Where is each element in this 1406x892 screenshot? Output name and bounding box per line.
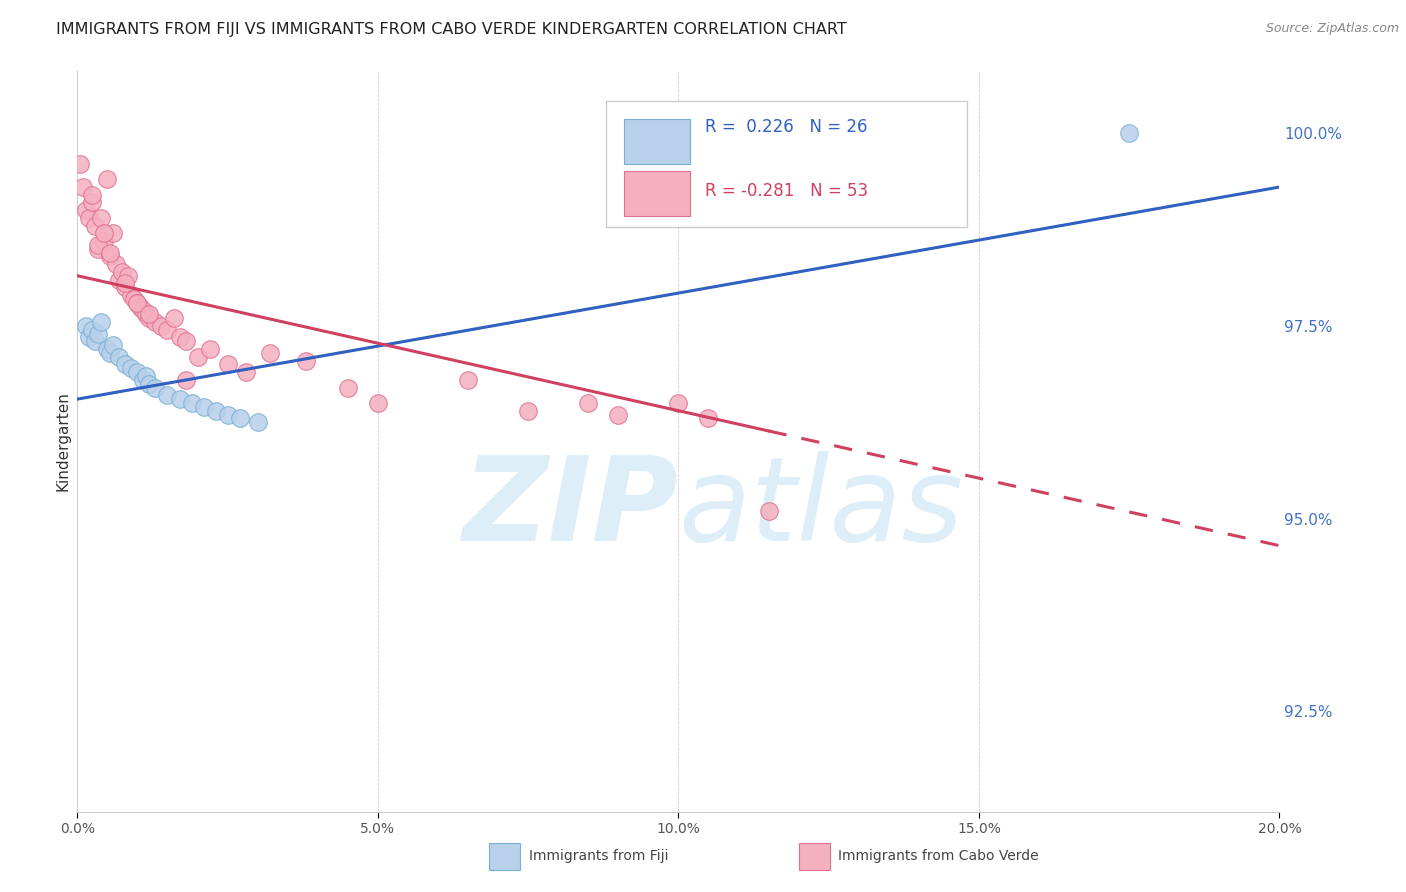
- Point: [217, 358, 239, 372]
- Point: [114, 358, 136, 372]
- Point: [668, 396, 690, 410]
- Point: [108, 272, 131, 286]
- Text: Source: ZipAtlas.com: Source: ZipAtlas.com: [1265, 22, 1399, 36]
- Text: IMMIGRANTS FROM FIJI VS IMMIGRANTS FROM CABO VERDE KINDERGARTEN CORRELATION CHAR: IMMIGRANTS FROM FIJI VS IMMIGRANTS FROM …: [56, 22, 846, 37]
- Point: [117, 268, 139, 283]
- Y-axis label: Kindergarten: Kindergarten: [55, 392, 70, 491]
- Point: [193, 400, 215, 414]
- Point: [127, 365, 149, 379]
- Point: [114, 280, 136, 294]
- Point: [138, 311, 160, 326]
- Point: [114, 277, 136, 291]
- Point: [138, 307, 160, 321]
- Text: atlas: atlas: [679, 451, 963, 566]
- Point: [187, 350, 209, 364]
- Point: [607, 408, 630, 422]
- Text: R =  0.226   N = 26: R = 0.226 N = 26: [704, 118, 868, 136]
- Bar: [624, 120, 690, 164]
- Point: [259, 346, 281, 360]
- Point: [72, 180, 94, 194]
- Point: [235, 365, 257, 379]
- Point: [111, 265, 134, 279]
- Point: [156, 388, 179, 402]
- Point: [79, 330, 101, 344]
- Point: [124, 292, 146, 306]
- Text: Immigrants from Fiji: Immigrants from Fiji: [529, 849, 668, 863]
- Point: [79, 211, 101, 225]
- Point: [145, 380, 167, 394]
- Point: [576, 396, 599, 410]
- Point: [82, 187, 104, 202]
- Point: [105, 257, 128, 271]
- Point: [135, 369, 157, 384]
- Point: [120, 361, 142, 376]
- Point: [336, 380, 359, 394]
- Point: [84, 219, 107, 233]
- Point: [87, 238, 110, 252]
- Text: Immigrants from Cabo Verde: Immigrants from Cabo Verde: [838, 849, 1039, 863]
- Point: [84, 334, 107, 349]
- Point: [132, 303, 155, 318]
- Point: [120, 288, 142, 302]
- Point: [82, 323, 104, 337]
- Point: [103, 227, 125, 241]
- Point: [758, 504, 780, 518]
- Point: [96, 172, 118, 186]
- Point: [87, 242, 110, 256]
- Bar: [624, 171, 690, 216]
- Point: [228, 411, 250, 425]
- Point: [103, 338, 125, 352]
- Point: [132, 373, 155, 387]
- Point: [108, 350, 131, 364]
- Point: [156, 323, 179, 337]
- Point: [129, 300, 152, 314]
- Point: [96, 342, 118, 356]
- Point: [162, 311, 184, 326]
- Text: R = -0.281   N = 53: R = -0.281 N = 53: [704, 182, 868, 201]
- Point: [1118, 126, 1140, 140]
- Point: [127, 295, 149, 310]
- Point: [169, 330, 191, 344]
- Point: [180, 396, 202, 410]
- Point: [138, 376, 160, 391]
- FancyBboxPatch shape: [606, 101, 967, 227]
- Point: [198, 342, 221, 356]
- Point: [145, 315, 167, 329]
- Point: [87, 326, 110, 341]
- Point: [294, 353, 316, 368]
- Point: [69, 157, 91, 171]
- Point: [75, 318, 97, 333]
- Point: [367, 396, 389, 410]
- Point: [90, 315, 112, 329]
- Point: [217, 408, 239, 422]
- Point: [100, 249, 122, 263]
- Point: [457, 373, 479, 387]
- Point: [150, 318, 173, 333]
- Point: [174, 334, 197, 349]
- Point: [93, 234, 115, 248]
- Point: [93, 227, 115, 241]
- Point: [169, 392, 191, 406]
- Point: [90, 211, 112, 225]
- Text: ZIP: ZIP: [463, 450, 679, 566]
- Point: [100, 245, 122, 260]
- Point: [75, 203, 97, 218]
- Point: [204, 403, 226, 417]
- Point: [174, 373, 197, 387]
- Point: [246, 415, 269, 429]
- Point: [517, 403, 540, 417]
- Point: [127, 295, 149, 310]
- Point: [697, 411, 720, 425]
- Point: [100, 346, 122, 360]
- Point: [82, 195, 104, 210]
- Point: [135, 307, 157, 321]
